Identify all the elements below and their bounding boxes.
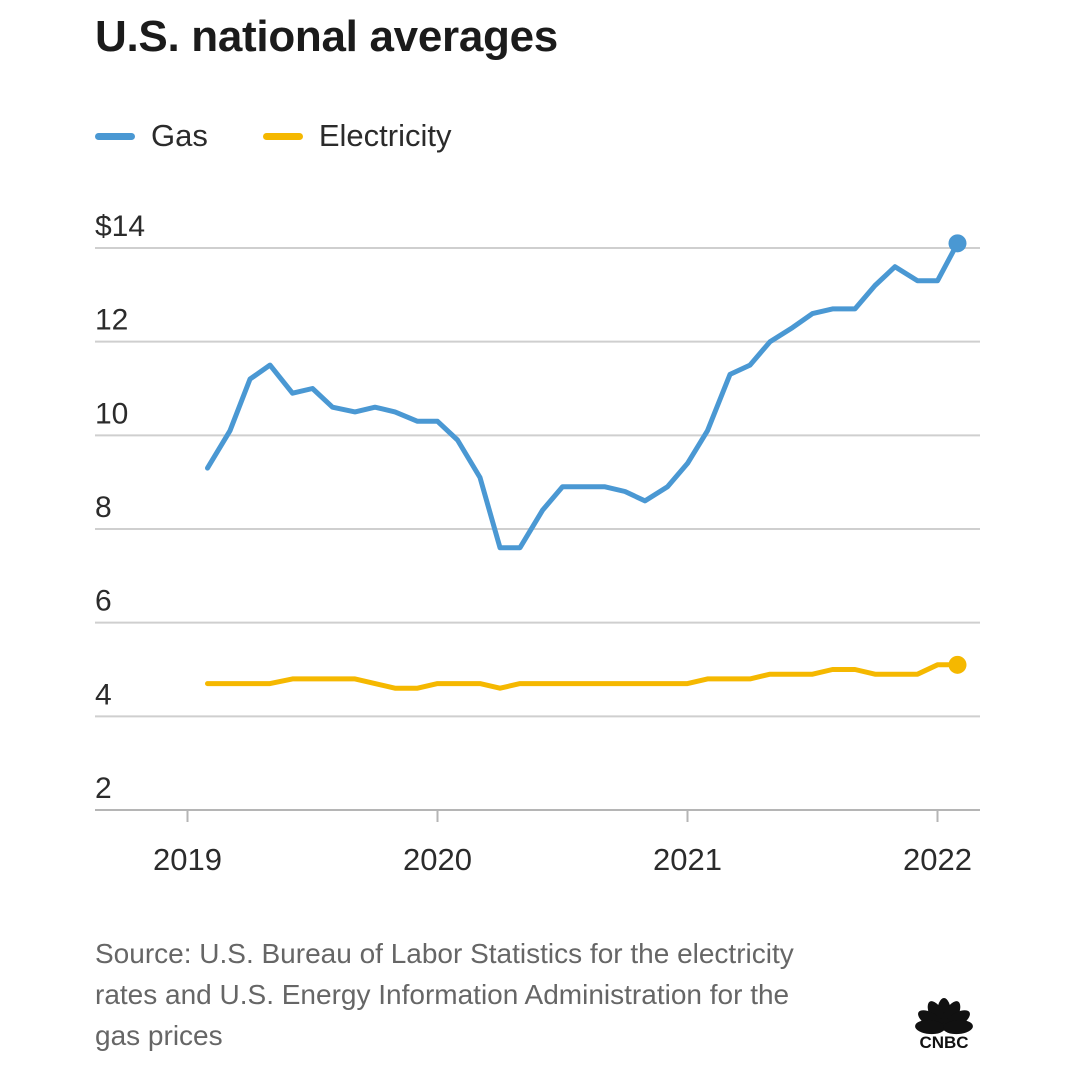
cnbc-logo: CNBC bbox=[915, 998, 973, 1050]
legend-label-gas: Gas bbox=[151, 118, 208, 153]
series-line-electricity bbox=[205, 662, 960, 691]
legend-item-gas: Gas bbox=[95, 118, 208, 154]
x-tick-label: 2019 bbox=[153, 842, 222, 877]
source-note: Source: U.S. Bureau of Labor Statistics … bbox=[95, 938, 794, 1051]
x-tick-label: 2021 bbox=[653, 842, 722, 877]
y-tick-label: 8 bbox=[95, 491, 112, 524]
legend-label-electricity: Electricity bbox=[318, 118, 452, 153]
legend-swatch-electricity bbox=[262, 132, 303, 140]
series-line-gas bbox=[205, 240, 960, 551]
chart-title: U.S. national averages bbox=[95, 12, 558, 61]
series-end-marker-gas bbox=[948, 234, 967, 253]
x-tick-label: 2020 bbox=[403, 842, 472, 877]
legend-item-electricity: Electricity bbox=[262, 118, 452, 154]
y-tick-label: 6 bbox=[95, 585, 112, 618]
cnbc-logo-text: CNBC bbox=[919, 1033, 968, 1050]
legend-swatch-gas bbox=[95, 132, 135, 140]
y-tick-label: 2 bbox=[95, 772, 112, 805]
series-end-marker-electricity bbox=[948, 655, 967, 674]
y-tick-label: 4 bbox=[95, 678, 112, 711]
y-tick-label: $14 bbox=[95, 210, 145, 243]
y-tick-label: 10 bbox=[95, 397, 128, 430]
line-chart: 2 4 6 8 10 12 $14 2019 2020 2021 2022 bbox=[95, 210, 980, 877]
legend: Gas Electricity bbox=[95, 118, 507, 154]
x-tick-label: 2022 bbox=[903, 842, 972, 877]
y-tick-label: 12 bbox=[95, 304, 128, 337]
